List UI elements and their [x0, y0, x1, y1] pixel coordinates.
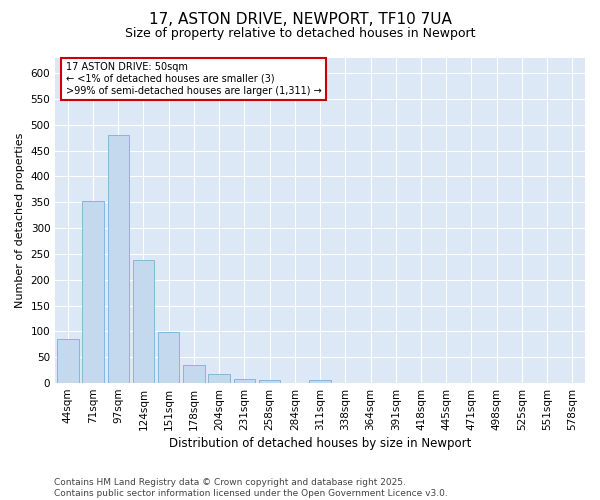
- Text: Contains HM Land Registry data © Crown copyright and database right 2025.
Contai: Contains HM Land Registry data © Crown c…: [54, 478, 448, 498]
- Y-axis label: Number of detached properties: Number of detached properties: [15, 132, 25, 308]
- Bar: [107, 135, 129, 383]
- Bar: [259, 380, 280, 383]
- Bar: [310, 380, 331, 383]
- Bar: [233, 379, 255, 383]
- Bar: [57, 339, 79, 383]
- Text: 17, ASTON DRIVE, NEWPORT, TF10 7UA: 17, ASTON DRIVE, NEWPORT, TF10 7UA: [149, 12, 451, 28]
- Bar: [335, 382, 356, 383]
- Bar: [82, 201, 104, 383]
- Bar: [208, 374, 230, 383]
- Bar: [183, 365, 205, 383]
- Bar: [133, 260, 154, 383]
- Bar: [562, 382, 583, 383]
- Text: Size of property relative to detached houses in Newport: Size of property relative to detached ho…: [125, 28, 475, 40]
- X-axis label: Distribution of detached houses by size in Newport: Distribution of detached houses by size …: [169, 437, 471, 450]
- Text: 17 ASTON DRIVE: 50sqm
← <1% of detached houses are smaller (3)
>99% of semi-deta: 17 ASTON DRIVE: 50sqm ← <1% of detached …: [66, 62, 322, 96]
- Bar: [158, 332, 179, 383]
